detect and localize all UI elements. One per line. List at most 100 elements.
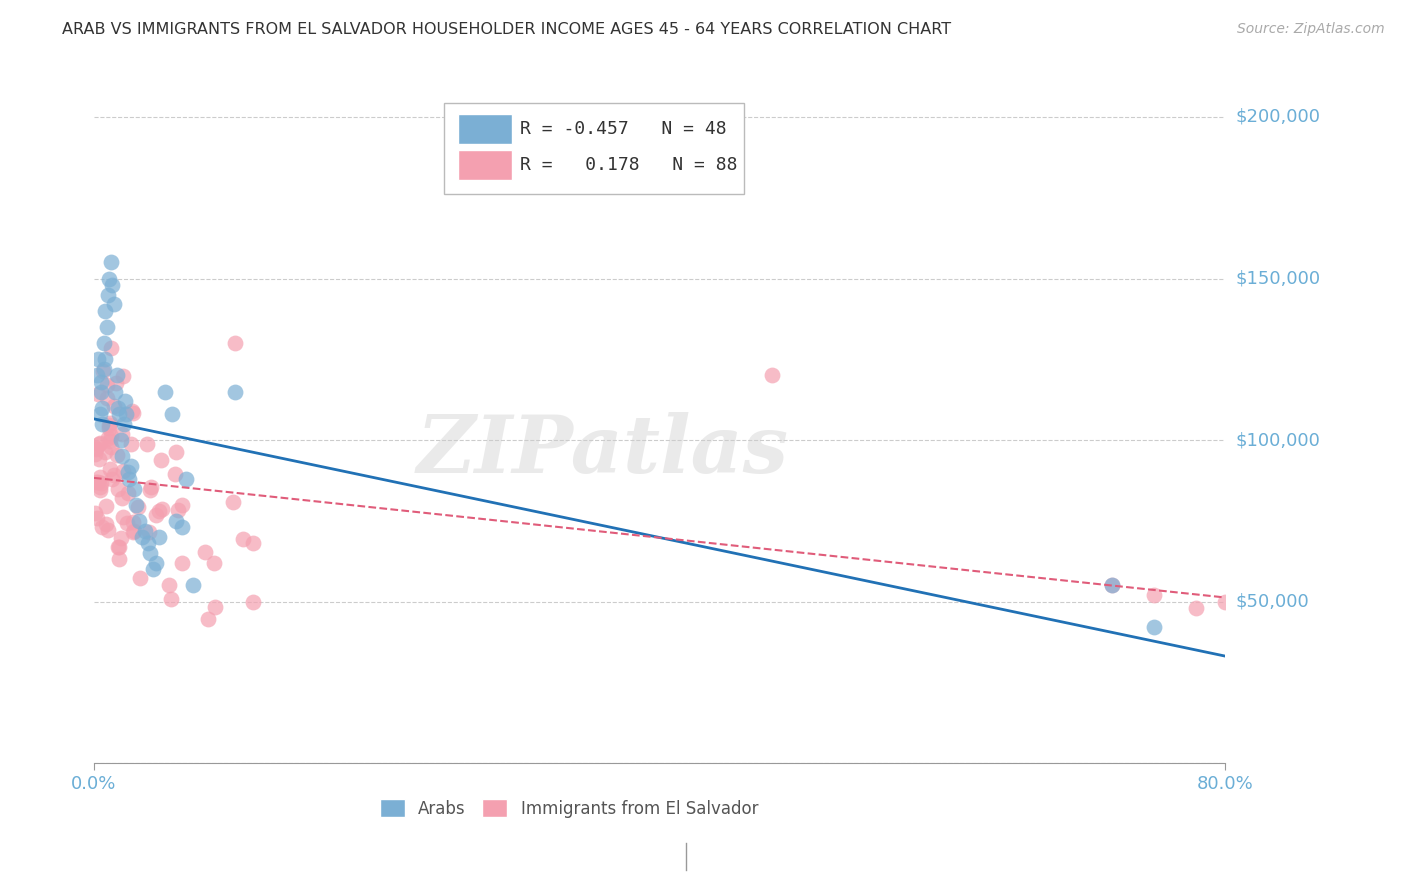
Point [107, 552, 129, 566]
Point [87, 436, 110, 450]
Point [110, 531, 132, 545]
Point [172, 498, 194, 512]
Point [84, 442, 107, 456]
Point [167, 503, 190, 517]
Point [91, 364, 114, 378]
Point [139, 483, 162, 497]
Point [125, 498, 148, 512]
Point [86, 475, 108, 489]
Point [97, 523, 120, 537]
Point [242, 535, 264, 549]
Legend: Arabs, Immigrants from El Salvador: Arabs, Immigrants from El Salvador [373, 793, 765, 824]
Point [94, 303, 117, 318]
Point [136, 436, 159, 450]
Point [93, 336, 115, 351]
Point [160, 592, 183, 607]
Point [103, 468, 125, 483]
Point [87, 475, 110, 489]
Point [115, 516, 138, 531]
Point [1213, 594, 1236, 608]
Point [163, 467, 186, 481]
Point [150, 453, 173, 467]
Point [110, 433, 132, 447]
Point [111, 449, 134, 463]
Point [105, 368, 128, 383]
Point [96, 378, 118, 392]
Point [242, 595, 264, 609]
Point [121, 524, 143, 539]
Point [89, 407, 111, 421]
Point [112, 368, 135, 383]
Point [100, 255, 122, 269]
Point [86, 510, 108, 524]
Point [165, 445, 187, 459]
Point [145, 556, 167, 570]
Text: R = -0.457   N = 48: R = -0.457 N = 48 [520, 120, 727, 138]
Point [148, 530, 170, 544]
Point [145, 508, 167, 523]
Text: $50,000: $50,000 [1236, 592, 1310, 611]
Point [1241, 611, 1264, 625]
FancyBboxPatch shape [458, 114, 512, 144]
Point [150, 502, 173, 516]
Point [128, 514, 150, 528]
Point [204, 600, 226, 615]
Point [202, 557, 225, 571]
Point [120, 436, 142, 450]
Text: ZIPatlas: ZIPatlas [416, 412, 789, 490]
Point [121, 404, 143, 418]
Point [112, 417, 135, 431]
Point [98, 434, 121, 448]
Point [97, 431, 120, 445]
Point [90, 375, 112, 389]
Point [138, 525, 160, 540]
Point [148, 504, 170, 518]
Point [90, 384, 112, 399]
Point [87, 387, 110, 401]
FancyBboxPatch shape [458, 151, 512, 179]
Point [117, 466, 139, 480]
Point [91, 520, 114, 534]
Text: Source: ZipAtlas.com: Source: ZipAtlas.com [1237, 22, 1385, 37]
Point [100, 341, 122, 355]
Point [170, 520, 193, 534]
Point [89, 452, 111, 467]
Point [128, 571, 150, 585]
Point [197, 612, 219, 626]
Text: $150,000: $150,000 [1236, 269, 1322, 287]
Point [139, 546, 162, 560]
Point [96, 320, 118, 334]
Point [101, 277, 124, 292]
Point [118, 472, 141, 486]
Point [98, 271, 121, 285]
Point [104, 384, 127, 399]
Text: R =   0.178   N = 88: R = 0.178 N = 88 [520, 156, 738, 174]
Point [86, 368, 108, 383]
Point [94, 352, 117, 367]
Point [1101, 578, 1123, 592]
Text: ARAB VS IMMIGRANTS FROM EL SALVADOR HOUSEHOLDER INCOME AGES 45 - 64 YEARS CORREL: ARAB VS IMMIGRANTS FROM EL SALVADOR HOUS… [62, 22, 950, 37]
Point [181, 578, 204, 592]
Text: $200,000: $200,000 [1236, 108, 1322, 126]
Point [112, 510, 135, 524]
Point [100, 440, 122, 454]
Point [1101, 578, 1123, 592]
Point [108, 540, 131, 554]
Point [194, 545, 217, 559]
Point [224, 336, 246, 351]
Point [98, 417, 121, 431]
Point [134, 524, 156, 538]
Point [172, 556, 194, 570]
Point [110, 491, 132, 506]
Point [157, 577, 180, 591]
Point [91, 401, 114, 415]
Point [97, 417, 120, 432]
Point [94, 499, 117, 513]
Point [1326, 601, 1348, 615]
Point [120, 458, 142, 473]
Point [103, 297, 125, 311]
Point [91, 417, 114, 431]
Point [93, 362, 115, 376]
FancyBboxPatch shape [444, 103, 744, 194]
Point [153, 384, 176, 399]
